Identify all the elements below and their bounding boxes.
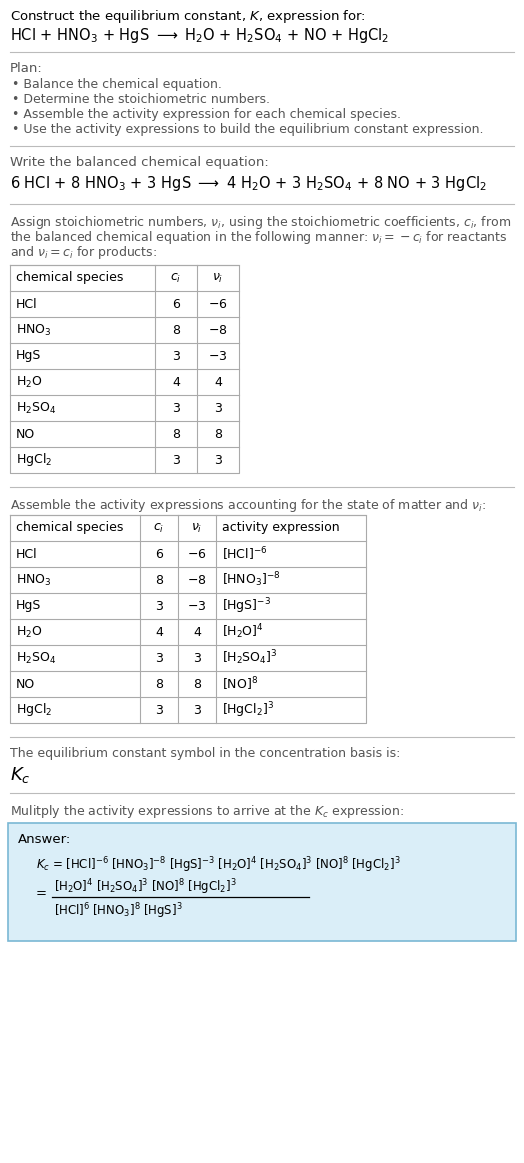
Text: $c_i$: $c_i$ bbox=[170, 271, 182, 285]
Text: 8: 8 bbox=[155, 678, 163, 691]
Text: Answer:: Answer: bbox=[18, 833, 71, 846]
Text: $\nu_i$: $\nu_i$ bbox=[191, 521, 203, 535]
Text: H$_2$O: H$_2$O bbox=[16, 374, 42, 390]
Text: [HCl]$^{-6}$: [HCl]$^{-6}$ bbox=[222, 545, 267, 563]
Text: 3: 3 bbox=[172, 350, 180, 363]
Text: Mulitply the activity expressions to arrive at the $K_c$ expression:: Mulitply the activity expressions to arr… bbox=[10, 802, 405, 820]
Text: Plan:: Plan: bbox=[10, 62, 43, 74]
Text: • Determine the stoichiometric numbers.: • Determine the stoichiometric numbers. bbox=[12, 93, 270, 106]
Text: H$_2$SO$_4$: H$_2$SO$_4$ bbox=[16, 650, 56, 665]
Text: chemical species: chemical species bbox=[16, 271, 123, 285]
Text: [H$_2$SO$_4$]$^3$: [H$_2$SO$_4$]$^3$ bbox=[222, 649, 278, 668]
Text: HNO$_3$: HNO$_3$ bbox=[16, 322, 51, 337]
Text: $-3$: $-3$ bbox=[187, 599, 206, 613]
Text: 3: 3 bbox=[155, 704, 163, 716]
Text: • Balance the chemical equation.: • Balance the chemical equation. bbox=[12, 78, 222, 91]
Text: $K_c$: $K_c$ bbox=[10, 765, 30, 785]
Text: 3: 3 bbox=[172, 401, 180, 414]
Text: 6: 6 bbox=[155, 548, 163, 561]
Text: • Use the activity expressions to build the equilibrium constant expression.: • Use the activity expressions to build … bbox=[12, 123, 484, 136]
Text: the balanced chemical equation in the following manner: $\nu_i = -c_i$ for react: the balanced chemical equation in the fo… bbox=[10, 229, 507, 247]
Text: 3: 3 bbox=[214, 401, 222, 414]
Text: Construct the equilibrium constant, $K$, expression for:: Construct the equilibrium constant, $K$,… bbox=[10, 8, 366, 24]
Text: $c_i$: $c_i$ bbox=[154, 521, 165, 535]
Text: and $\nu_i = c_i$ for products:: and $\nu_i = c_i$ for products: bbox=[10, 244, 157, 261]
Text: H$_2$SO$_4$: H$_2$SO$_4$ bbox=[16, 400, 56, 415]
Text: 6 HCl + 8 HNO$_3$ + 3 HgS $\longrightarrow$ 4 H$_2$O + 3 H$_2$SO$_4$ + 8 NO + 3 : 6 HCl + 8 HNO$_3$ + 3 HgS $\longrightarr… bbox=[10, 174, 487, 193]
Text: HgCl$_2$: HgCl$_2$ bbox=[16, 451, 52, 469]
Text: 3: 3 bbox=[193, 651, 201, 664]
Text: 3: 3 bbox=[155, 599, 163, 613]
Text: NO: NO bbox=[16, 678, 35, 691]
Text: HNO$_3$: HNO$_3$ bbox=[16, 572, 51, 587]
Text: HgCl$_2$: HgCl$_2$ bbox=[16, 701, 52, 719]
Text: 4: 4 bbox=[155, 626, 163, 638]
Text: HCl + HNO$_3$ + HgS $\longrightarrow$ H$_2$O + H$_2$SO$_4$ + NO + HgCl$_2$: HCl + HNO$_3$ + HgS $\longrightarrow$ H$… bbox=[10, 26, 389, 45]
Text: =: = bbox=[36, 887, 47, 900]
Text: chemical species: chemical species bbox=[16, 521, 123, 535]
Text: 3: 3 bbox=[155, 651, 163, 664]
Text: activity expression: activity expression bbox=[222, 521, 340, 535]
Text: [HNO$_3$]$^{-8}$: [HNO$_3$]$^{-8}$ bbox=[222, 571, 280, 590]
Text: $-8$: $-8$ bbox=[187, 573, 207, 586]
Text: 3: 3 bbox=[214, 454, 222, 466]
Text: [HgS]$^{-3}$: [HgS]$^{-3}$ bbox=[222, 597, 271, 615]
Text: Write the balanced chemical equation:: Write the balanced chemical equation: bbox=[10, 156, 269, 169]
Text: HCl: HCl bbox=[16, 298, 38, 311]
Text: 8: 8 bbox=[172, 323, 180, 336]
FancyBboxPatch shape bbox=[8, 823, 516, 941]
Text: [H$_2$O]$^4$ [H$_2$SO$_4$]$^3$ [NO]$^8$ [HgCl$_2$]$^3$: [H$_2$O]$^4$ [H$_2$SO$_4$]$^3$ [NO]$^8$ … bbox=[54, 877, 237, 897]
Text: NO: NO bbox=[16, 428, 35, 441]
Text: [NO]$^8$: [NO]$^8$ bbox=[222, 676, 258, 693]
Text: The equilibrium constant symbol in the concentration basis is:: The equilibrium constant symbol in the c… bbox=[10, 747, 400, 759]
Text: [HgCl$_2$]$^3$: [HgCl$_2$]$^3$ bbox=[222, 700, 274, 720]
Text: 4: 4 bbox=[172, 376, 180, 388]
Text: $-6$: $-6$ bbox=[208, 298, 228, 311]
Text: 8: 8 bbox=[214, 428, 222, 441]
Text: $-3$: $-3$ bbox=[209, 350, 228, 363]
Text: 3: 3 bbox=[172, 454, 180, 466]
Text: 4: 4 bbox=[214, 376, 222, 388]
Text: H$_2$O: H$_2$O bbox=[16, 625, 42, 640]
Text: HCl: HCl bbox=[16, 548, 38, 561]
Text: [H$_2$O]$^4$: [H$_2$O]$^4$ bbox=[222, 622, 264, 641]
Text: 8: 8 bbox=[193, 678, 201, 691]
Text: $\nu_i$: $\nu_i$ bbox=[212, 271, 224, 285]
Text: $-6$: $-6$ bbox=[187, 548, 207, 561]
Text: $K_c$ = [HCl]$^{-6}$ [HNO$_3$]$^{-8}$ [HgS]$^{-3}$ [H$_2$O]$^4$ [H$_2$SO$_4$]$^3: $K_c$ = [HCl]$^{-6}$ [HNO$_3$]$^{-8}$ [H… bbox=[36, 855, 401, 875]
Text: • Assemble the activity expression for each chemical species.: • Assemble the activity expression for e… bbox=[12, 108, 401, 121]
Text: 3: 3 bbox=[193, 704, 201, 716]
Text: Assemble the activity expressions accounting for the state of matter and $\nu_i$: Assemble the activity expressions accoun… bbox=[10, 497, 486, 514]
Text: 8: 8 bbox=[155, 573, 163, 586]
Text: 4: 4 bbox=[193, 626, 201, 638]
Text: 6: 6 bbox=[172, 298, 180, 311]
Text: HgS: HgS bbox=[16, 599, 41, 613]
Text: 8: 8 bbox=[172, 428, 180, 441]
Text: HgS: HgS bbox=[16, 350, 41, 363]
Text: [HCl]$^6$ [HNO$_3$]$^8$ [HgS]$^3$: [HCl]$^6$ [HNO$_3$]$^8$ [HgS]$^3$ bbox=[54, 901, 182, 921]
Text: Assign stoichiometric numbers, $\nu_i$, using the stoichiometric coefficients, $: Assign stoichiometric numbers, $\nu_i$, … bbox=[10, 214, 511, 231]
Text: $-8$: $-8$ bbox=[208, 323, 228, 336]
